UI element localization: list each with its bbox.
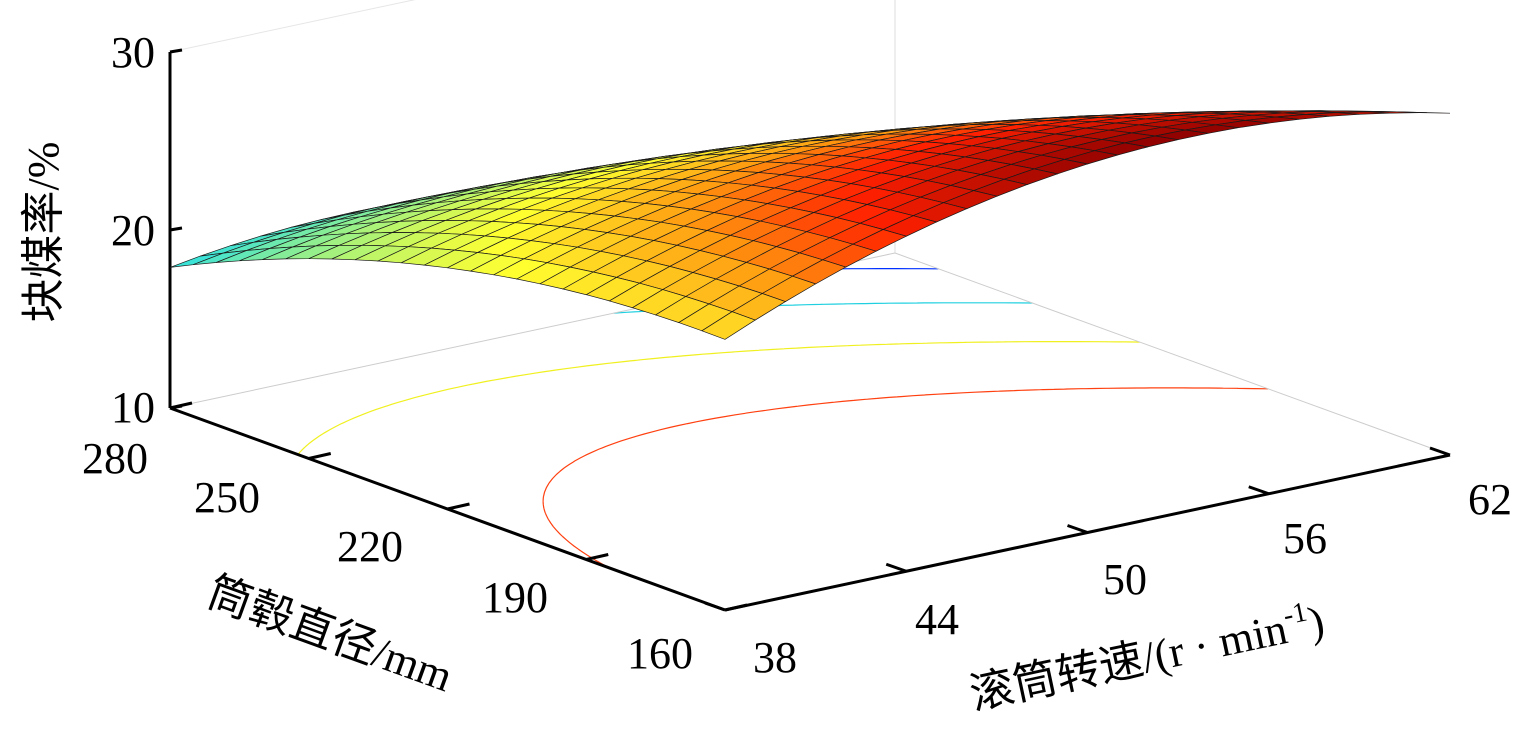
- diameter-tick: [724, 603, 748, 612]
- speed-tick: [1429, 446, 1451, 457]
- back-top-edge: [169, 0, 416, 53]
- contour-line: [297, 341, 1140, 455]
- speed-axis-title-main: 滚筒转速/(r · min: [966, 604, 1292, 719]
- diameter-tick-label: 280: [82, 434, 148, 483]
- floor-back-edge: [894, 252, 1451, 456]
- axis-ticks: [169, 48, 1451, 612]
- speed-tick-label: 56: [1283, 514, 1327, 563]
- speed-tick: [1248, 485, 1270, 496]
- surface-patch: [701, 311, 756, 340]
- floor-contours: [297, 268, 1269, 569]
- speed-tick: [1067, 524, 1088, 534]
- z-tick-label: 20: [111, 206, 155, 255]
- z-axis-title: 块煤率/%: [19, 142, 68, 323]
- diameter-tick: [169, 401, 193, 410]
- speed-tick-label: 44: [915, 595, 959, 644]
- speed-tick-label: 50: [1103, 555, 1147, 604]
- diameter-axis-title: 筒毂直径/mm: [201, 567, 459, 701]
- z-tick-label: 30: [111, 28, 155, 77]
- speed-axis-title: 滚筒转速/(r · min-1): [965, 593, 1329, 719]
- speed-tick-label: 38: [753, 633, 797, 682]
- diameter-tick-label: 160: [627, 629, 693, 678]
- diameter-tick: [447, 502, 470, 511]
- speed-tick-label: 62: [1468, 475, 1512, 524]
- speed-tick: [704, 601, 726, 612]
- diameter-tick-label: 220: [337, 522, 403, 571]
- speed-axis-title-group: 滚筒转速/(r · min-1): [965, 593, 1329, 719]
- z-tick: [169, 226, 183, 232]
- surface-mesh: [169, 110, 1451, 340]
- speed-tick: [885, 562, 907, 573]
- contour-line: [542, 387, 1269, 569]
- diameter-tick: [585, 553, 609, 561]
- diameter-tick-label: 250: [194, 473, 260, 522]
- diameter-tick: [308, 452, 332, 460]
- diameter-tick-label: 190: [482, 573, 548, 622]
- z-tick-label: 10: [111, 383, 155, 432]
- z-tick: [169, 48, 183, 54]
